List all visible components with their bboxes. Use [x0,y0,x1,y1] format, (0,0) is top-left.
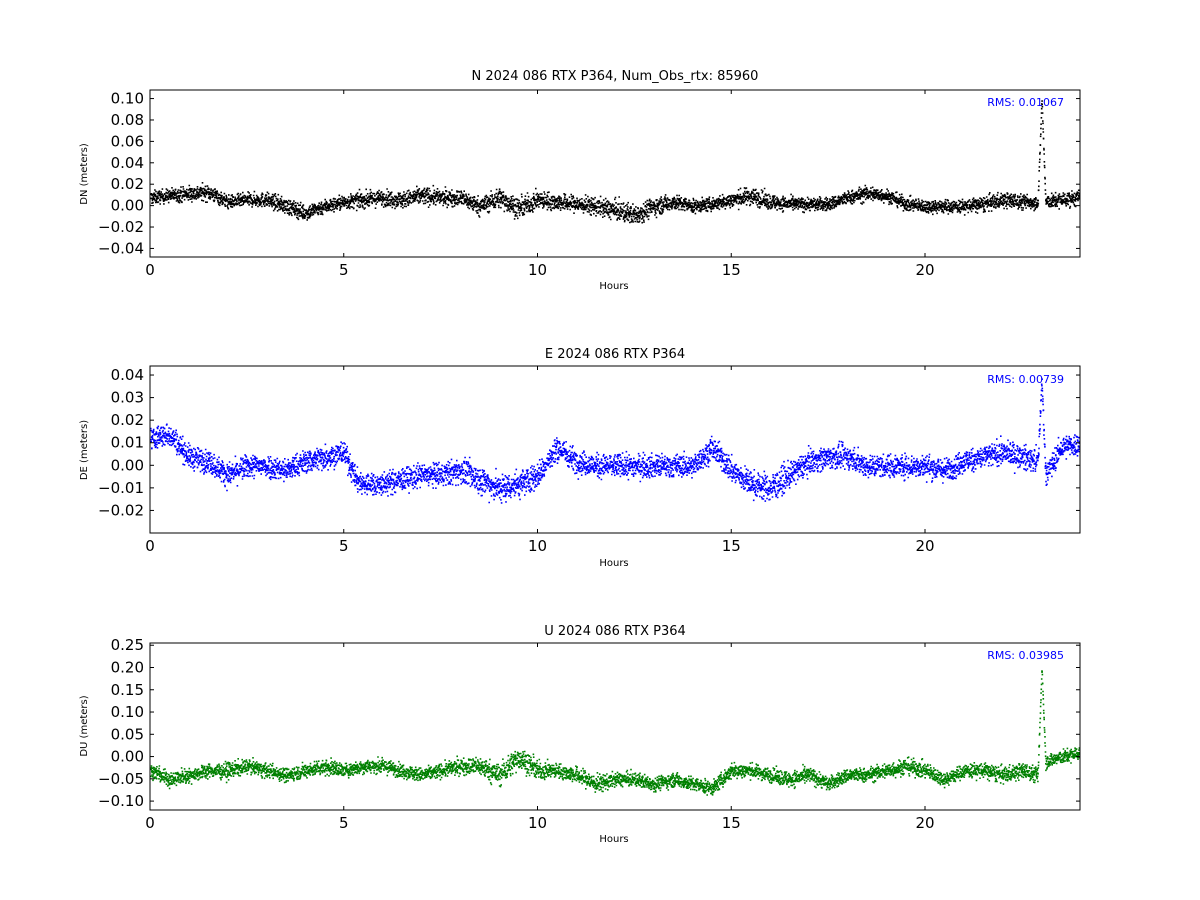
north-x-tick-label: 15 [722,261,741,279]
north-x-tick-label: 20 [915,261,934,279]
north-scatter-marks [150,100,1080,224]
up-x-tick-label: 0 [145,814,155,832]
north-y-tick-label: 0.02 [111,175,144,193]
north-x-tick-label: 10 [528,261,547,279]
up-plot-frame [149,642,1081,811]
east-plot-frame [149,365,1081,534]
north-plot-frame [149,89,1081,258]
up-y-tick-label: 0.05 [111,725,144,743]
east-x-axis-label: Hours [599,558,628,569]
up-x-tick-label: 15 [722,814,741,832]
east-y-tick-label: −0.02 [98,501,144,519]
east-y-tick-label: 0.04 [111,366,144,384]
up-x-axis-label: Hours [599,834,628,845]
east-rms-label: RMS: 0.00739 [987,373,1064,386]
east-displacement-panel: 0 5 10 15 20 −0.02 −0.01 0.00 0.01 0.02 0.03 0.04 E … [79,347,1081,569]
north-y-tick-label: −0.04 [98,239,144,257]
east-x-tick-label: 5 [339,537,349,555]
east-y-tick-label: −0.01 [98,479,144,497]
north-data-points [150,100,1080,224]
east-plot-title: E 2024 086 RTX P364 [545,347,685,362]
north-y-tick-label: −0.02 [98,218,144,236]
north-x-axis-label: Hours [599,281,628,292]
east-y-axis-label: DE (meters) [79,420,90,480]
east-y-tick-label: 0.02 [111,411,144,429]
north-y-tick-label: 0.00 [111,197,144,215]
up-x-tick-label: 10 [528,814,547,832]
north-y-tick-label: 0.08 [111,111,144,129]
north-x-tick-label: 5 [339,261,349,279]
up-y-tick-label: 0.25 [111,636,144,654]
north-y-tick-label: 0.06 [111,132,144,150]
up-y-tick-label: 0.00 [111,748,144,766]
up-data-points [150,670,1080,796]
up-y-tick-label: −0.10 [98,792,144,810]
north-displacement-panel: 0 5 10 15 20 −0.04 −0.02 0.00 0.02 0.04 0.06 0.08 0.… [79,69,1081,292]
east-x-tick-label: 20 [915,537,934,555]
east-y-tick-label: 0.01 [111,434,144,452]
east-x-tick-label: 0 [145,537,155,555]
up-plot-title: U 2024 086 RTX P364 [544,624,686,639]
up-scatter-marks [150,670,1080,796]
north-y-tick-label: 0.10 [111,90,144,108]
north-plot-title: N 2024 086 RTX P364, Num_Obs_rtx: 85960 [472,69,759,84]
north-rms-label: RMS: 0.01067 [987,96,1064,109]
up-y-axis-label: DU (meters) [79,695,90,756]
up-displacement-panel: 0 5 10 15 20 −0.10 −0.05 0.00 0.05 0.10 0.15 0.20 0.… [79,624,1081,845]
east-x-tick-label: 15 [722,537,741,555]
up-x-tick-label: 5 [339,814,349,832]
north-x-tick-label: 0 [145,261,155,279]
east-y-tick-label: 0.03 [111,389,144,407]
north-y-axis-label: DN (meters) [79,143,90,205]
up-x-tick-label: 20 [915,814,934,832]
east-y-tick-label: 0.00 [111,456,144,474]
up-y-tick-label: 0.15 [111,681,144,699]
east-x-tick-label: 10 [528,537,547,555]
up-y-tick-label: −0.05 [98,770,144,788]
up-y-tick-label: 0.10 [111,703,144,721]
up-y-tick-label: 0.20 [111,658,144,676]
up-rms-label: RMS: 0.03985 [987,649,1064,662]
north-y-tick-label: 0.04 [111,154,144,172]
